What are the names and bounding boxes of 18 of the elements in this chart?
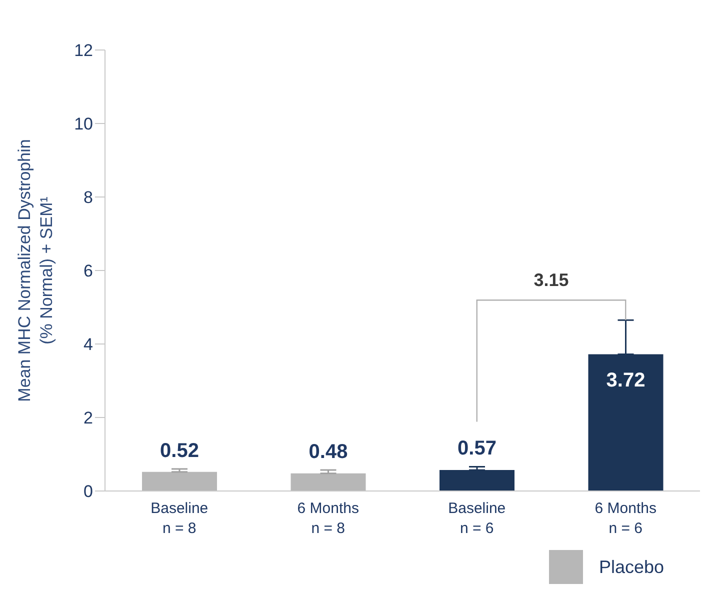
annotation: 3.15 [534,270,569,290]
y-tick-label: 0 [84,482,93,502]
legend-label: Placebo [598,556,664,578]
y-tick-label: 6 [84,262,93,281]
y-tick-label: 8 [84,188,93,208]
y-axis-title: Mean MHC Normalized Dystrophin (% Normal) + SEM¹ [15,139,56,402]
x-tick-label: Baseline n = 6 [448,500,506,537]
data-label: 0.48 [308,441,348,464]
y-tick-label: 4 [84,335,93,354]
x-tick-label: 6 Months n = 6 [594,500,656,537]
data-label: 0.52 [160,440,199,462]
x-tick-label: Baseline n = 8 [150,500,208,537]
y-tick-label: 2 [84,408,93,428]
data-label: 0.57 [458,438,496,460]
data-label: 3.72 [606,369,646,392]
y-tick-label: 10 [74,114,93,134]
x-tick-label: 6 Months n = 8 [297,500,359,537]
y-tick-label: 12 [74,41,93,60]
